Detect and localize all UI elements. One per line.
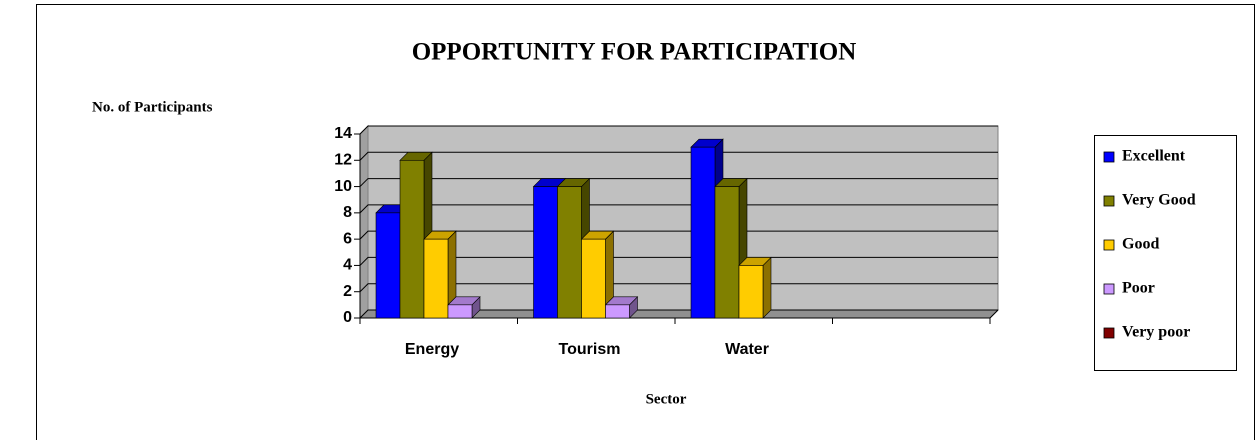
bar-side bbox=[762, 256, 772, 319]
y-tick-label: 4 bbox=[343, 257, 352, 274]
bar bbox=[375, 212, 401, 319]
back-wall bbox=[367, 125, 999, 311]
y-tick-label: 8 bbox=[343, 204, 352, 221]
bar bbox=[738, 265, 764, 319]
bar bbox=[581, 238, 606, 319]
x-axis-back bbox=[989, 309, 999, 319]
grid-line bbox=[359, 230, 998, 240]
legend-label: Very Good bbox=[1122, 192, 1196, 209]
y-tick-label: 6 bbox=[343, 230, 352, 247]
grid-line bbox=[359, 204, 998, 214]
legend-swatch bbox=[1103, 195, 1115, 207]
bar bbox=[690, 146, 716, 319]
bar bbox=[423, 238, 449, 319]
y-tick-label: 12 bbox=[334, 152, 352, 169]
y-tick-label: 14 bbox=[334, 125, 352, 142]
legend-swatch bbox=[1103, 239, 1115, 251]
bar bbox=[714, 186, 740, 319]
x-tick-label: Tourism bbox=[559, 341, 621, 358]
bar bbox=[399, 159, 425, 319]
bar bbox=[447, 304, 473, 319]
grid-line bbox=[359, 125, 998, 135]
y-tick-label: 0 bbox=[343, 309, 352, 326]
grid-line bbox=[359, 151, 998, 161]
legend-label: Excellent bbox=[1122, 148, 1186, 165]
legend-swatch bbox=[1103, 283, 1115, 295]
legend-swatch bbox=[1103, 327, 1115, 339]
bar bbox=[533, 186, 558, 319]
legend-box bbox=[1094, 135, 1237, 371]
y-tick-label: 10 bbox=[334, 178, 352, 195]
legend-label: Good bbox=[1122, 236, 1159, 253]
legend-label: Very poor bbox=[1122, 324, 1190, 341]
x-tick-label: Energy bbox=[405, 341, 459, 358]
x-tick-label: Water bbox=[725, 341, 769, 358]
bar bbox=[557, 186, 582, 319]
x-axis-label: Sector bbox=[646, 391, 687, 407]
legend-swatch bbox=[1103, 151, 1115, 163]
y-axis-label: No. of Participants bbox=[92, 99, 213, 115]
chart-title: OPPORTUNITY FOR PARTICIPATION bbox=[412, 39, 857, 66]
grid-line bbox=[359, 178, 998, 187]
grid-line bbox=[359, 309, 998, 319]
side-wall bbox=[359, 124, 369, 320]
grid-line bbox=[359, 256, 998, 266]
grid-line bbox=[359, 283, 998, 293]
y-tick-label: 2 bbox=[343, 283, 352, 300]
bar bbox=[605, 304, 630, 319]
legend-label: Poor bbox=[1122, 280, 1155, 297]
